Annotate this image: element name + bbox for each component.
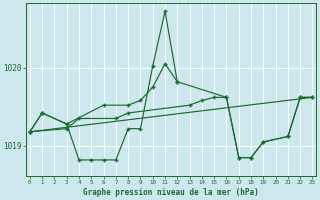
- X-axis label: Graphe pression niveau de la mer (hPa): Graphe pression niveau de la mer (hPa): [83, 188, 259, 197]
